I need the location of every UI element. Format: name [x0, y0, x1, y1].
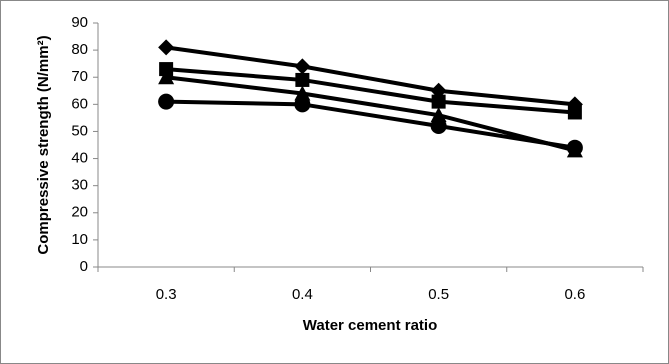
- y-tick-label: 30: [71, 177, 88, 194]
- marker: [158, 39, 175, 56]
- x-tick-label: 0.5: [428, 286, 449, 303]
- marker: [567, 105, 582, 120]
- marker: [159, 62, 174, 77]
- marker: [430, 118, 447, 135]
- y-tick-label: 20: [71, 204, 88, 221]
- y-tick-label: 10: [71, 231, 88, 248]
- y-tick-label: 70: [71, 68, 88, 85]
- x-axis-title: Water cement ratio: [303, 317, 437, 334]
- y-tick-label: 60: [71, 95, 88, 112]
- y-tick-label: 50: [71, 122, 88, 139]
- y-axis-title: Compressive strength (N/mm²): [35, 35, 52, 254]
- marker: [158, 93, 175, 110]
- series-line: [165, 75, 576, 153]
- x-tick-label: 0.6: [564, 286, 585, 303]
- x-tick-label: 0.3: [156, 286, 177, 303]
- y-tick-label: 80: [71, 41, 88, 58]
- marker: [430, 107, 447, 123]
- marker: [294, 85, 311, 101]
- marker: [295, 72, 310, 87]
- series-line: [166, 99, 576, 150]
- y-tick-label: 0: [80, 258, 88, 275]
- marker: [294, 96, 311, 113]
- x-tick-label: 0.4: [292, 286, 313, 303]
- y-tick-label: 90: [71, 14, 88, 31]
- series-line: [165, 45, 576, 107]
- marker: [566, 139, 583, 156]
- marker: [431, 94, 446, 109]
- marker: [158, 69, 175, 85]
- marker: [294, 58, 311, 75]
- series-line: [165, 67, 576, 115]
- y-tick-label: 40: [71, 150, 88, 167]
